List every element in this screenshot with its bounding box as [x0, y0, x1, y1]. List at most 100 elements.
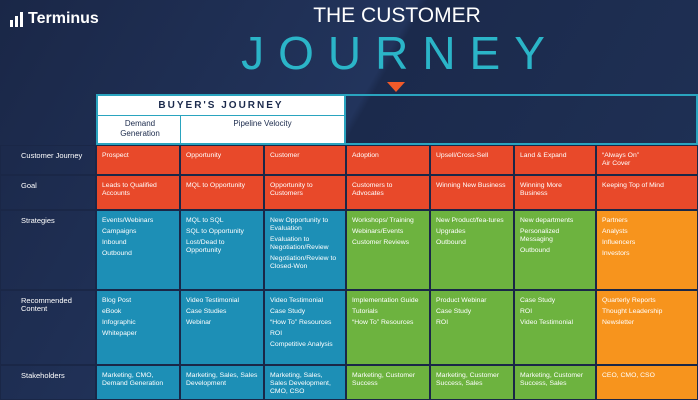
cell-item: Leads to Qualified Accounts [102, 182, 157, 197]
cell: Implementation Guide Tutorials “How To” Re… [346, 290, 430, 365]
row-label: Stakeholders [0, 365, 96, 400]
cell-item: Case Study [270, 308, 306, 315]
cell-item: SQL to Opportunity [186, 228, 244, 235]
cell-item: Case Study [520, 297, 556, 304]
cell: Video Testimonial Case Studies Webinar [180, 290, 264, 365]
cell-item: Quarterly Reports [602, 297, 656, 304]
cell: Prospect [96, 145, 180, 175]
cell-item: Case Studies [186, 308, 227, 315]
cell-item: Outbound [102, 250, 132, 257]
cell: New Product/fea-tures Upgrades Outbound [430, 210, 514, 290]
cell-item: Whitepaper [102, 330, 137, 337]
cell-item: MQL to Opportunity [186, 182, 246, 189]
cell-item: ROI [270, 330, 283, 337]
cell: Customer [264, 145, 346, 175]
cell-item: Product Webinar [436, 297, 487, 304]
cell-item: Outbound [436, 239, 466, 246]
cell-item: MQL to SQL [186, 217, 224, 224]
cell-item: Infographic [102, 319, 136, 326]
cell-item: Video Testimonial [520, 319, 574, 326]
row-label: Customer Journey [0, 145, 96, 175]
cell-item: Marketing, Sales, Sales Development, CMO… [270, 372, 331, 395]
cell-item: Upgrades [436, 228, 466, 235]
cell-item: Evaluation to Negotiation/Review [270, 236, 329, 251]
cell-item: Upsell/Cross-Sell [436, 152, 489, 159]
cell-item: Winning More Business [520, 182, 562, 197]
cell-item: Tutorials [352, 308, 378, 315]
cell: Marketing, Sales, Sales Development, CMO… [264, 365, 346, 400]
cell: CEO, CMO, CSO [596, 365, 698, 400]
cell-item: Keeping Top of Mind [602, 182, 664, 189]
cell-item: Video Testimonial [186, 297, 240, 304]
row-label: Goal [0, 175, 96, 210]
cell-item: Customer [270, 152, 300, 159]
logo: Terminus [28, 10, 99, 27]
cell-item: Events/Webinars [102, 217, 154, 224]
cell-item: ROI [436, 319, 449, 326]
cell-item: New Opportunity to Evaluation [270, 217, 329, 232]
cell-item: Analysts [602, 228, 628, 235]
cell-item: Personalized Messaging [520, 228, 560, 243]
cell-item: Campaigns [102, 228, 137, 235]
cell-item: Marketing, CMO, Demand Generation [102, 372, 164, 387]
cell-item: Marketing, Customer Success, Sales [520, 372, 584, 387]
cell-item: ROI [520, 308, 533, 315]
cell: New departments Personalized Messaging Out… [514, 210, 596, 290]
sub-header: Pipeline Velocity [233, 119, 292, 128]
cell-item: Air Cover [602, 160, 631, 167]
cell-item: Blog Post [102, 297, 132, 304]
row-label: Recommended Content [0, 290, 96, 365]
cell: Opportunity to Customers [264, 175, 346, 210]
cell-item: eBook [102, 308, 122, 315]
cell-item: CEO, CMO, CSO [602, 372, 655, 379]
cell-item: Newsletter [602, 319, 635, 326]
cell-item: Competitive Analysis [270, 341, 333, 348]
cell: Events/Webinars Campaigns Inbound Outbound [96, 210, 180, 290]
cell: Keeping Top of Mind [596, 175, 698, 210]
cell: Marketing, Customer Success, Sales [514, 365, 596, 400]
cell-item: Negotiation/Review to Closed-Won [270, 255, 337, 270]
group-header: BUYER'S JOURNEY [158, 100, 284, 111]
arrow [387, 82, 405, 92]
cell-item: Inbound [102, 239, 127, 246]
cell-item: Webinars/Events [352, 228, 404, 235]
cell-item: Implementation Guide [352, 297, 419, 304]
cell-item: “Always On” [602, 152, 640, 159]
cell-item: Marketing, Customer Success, Sales [436, 372, 500, 387]
cell-item: Customers to Advocates [352, 182, 393, 197]
header-box [346, 94, 698, 145]
cell: Marketing, Sales, Sales Development [180, 365, 264, 400]
cell-item: Customer Reviews [352, 239, 410, 246]
cell: Product Webinar Case Study ROI [430, 290, 514, 365]
cell: Blog Post eBook Infographic Whitepaper [96, 290, 180, 365]
divider [98, 115, 344, 116]
cell: Leads to Qualified Accounts [96, 175, 180, 210]
sub-header: Demand Generation [120, 119, 160, 138]
cell-item: Partners [602, 217, 628, 224]
cell-item: Opportunity [186, 152, 222, 159]
cell-item: Marketing, Sales, Sales Development [186, 372, 258, 387]
cell-item: Opportunity to Customers [270, 182, 313, 197]
cell-item: Prospect [102, 152, 129, 159]
cell-item: Webinar [186, 319, 212, 326]
cell-item: New departments [520, 217, 574, 224]
cell-item: Video Testimonial [270, 297, 324, 304]
title-line2: JOURNEY [241, 27, 559, 79]
cell: Marketing, CMO, Demand Generation [96, 365, 180, 400]
cell: Opportunity [180, 145, 264, 175]
cell-item: Adoption [352, 152, 379, 159]
cell: Case Study ROI Video Testimonial [514, 290, 596, 365]
logo-icon [10, 12, 23, 27]
cell: Customers to Advocates [346, 175, 430, 210]
cell-item: Land & Expand [520, 152, 567, 159]
cell: Marketing, Customer Success, Sales [430, 365, 514, 400]
cell-item: Investors [602, 250, 630, 257]
cell: Quarterly Reports Thought Leadership Newsl… [596, 290, 698, 365]
cell-item: New Product/fea-tures [436, 217, 504, 224]
cell-item: Marketing, Customer Success [352, 372, 416, 387]
cell-item: Outbound [520, 247, 550, 254]
cell: “Always On” Air Cover [596, 145, 698, 175]
cell-item: Winning New Business [436, 182, 506, 189]
cell-item: Workshops/ Training [352, 217, 414, 224]
